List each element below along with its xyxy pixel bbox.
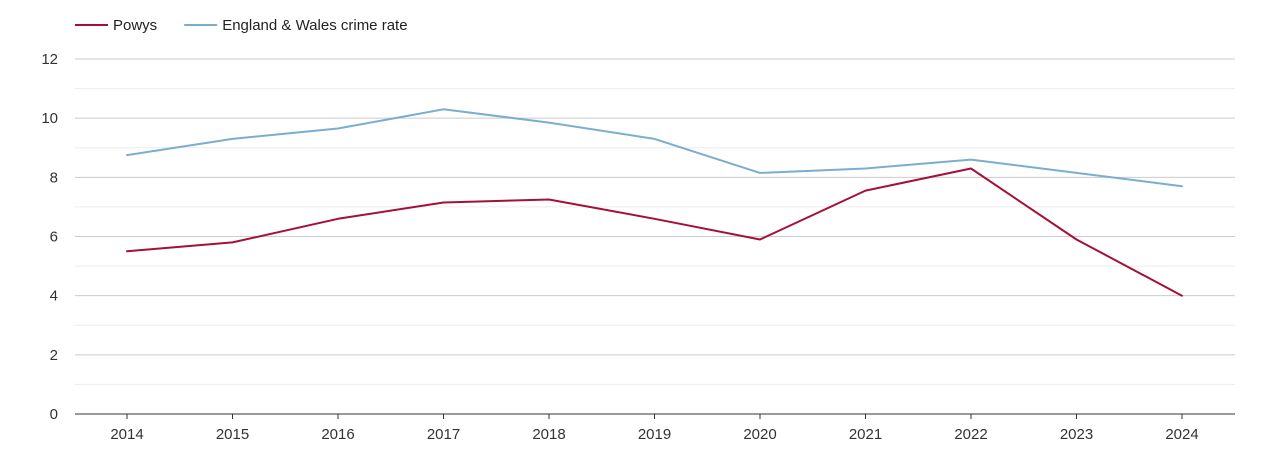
y-tick-label: 4 bbox=[50, 288, 58, 305]
legend: Powys England & Wales crime rate bbox=[75, 17, 408, 34]
x-tick-label: 2014 bbox=[110, 426, 143, 443]
series-line-powys bbox=[126, 167, 1183, 297]
y-axis: 0 2 4 6 8 10 12 bbox=[41, 51, 58, 423]
x-tick-label: 2015 bbox=[216, 426, 249, 443]
series-line-england-wales bbox=[126, 108, 1183, 188]
x-tick-label: 2021 bbox=[849, 426, 882, 443]
y-tick-label: 8 bbox=[50, 169, 58, 186]
x-tick-label: 2016 bbox=[321, 426, 354, 443]
x-tick-label: 2019 bbox=[638, 426, 671, 443]
y-tick-label: 6 bbox=[50, 229, 58, 246]
series-lines bbox=[126, 108, 1183, 297]
x-tick-label: 2024 bbox=[1165, 426, 1198, 443]
legend-label[interactable]: England & Wales crime rate bbox=[222, 17, 407, 34]
y-tick-label: 0 bbox=[50, 406, 58, 423]
x-axis: 2014 2015 2016 2017 2018 2019 2020 2021 2022 2023… bbox=[75, 413, 1235, 443]
x-tick-label: 2020 bbox=[743, 426, 776, 443]
grid bbox=[75, 58, 1235, 385]
y-tick-label: 10 bbox=[41, 110, 58, 127]
x-tick-label: 2022 bbox=[954, 426, 987, 443]
legend-label[interactable]: Powys bbox=[113, 17, 157, 34]
y-tick-label: 12 bbox=[41, 51, 58, 68]
x-tick-label: 2018 bbox=[532, 426, 565, 443]
x-tick-label: 2023 bbox=[1060, 426, 1093, 443]
x-tick-label: 2017 bbox=[427, 426, 460, 443]
y-tick-label: 2 bbox=[50, 347, 58, 364]
